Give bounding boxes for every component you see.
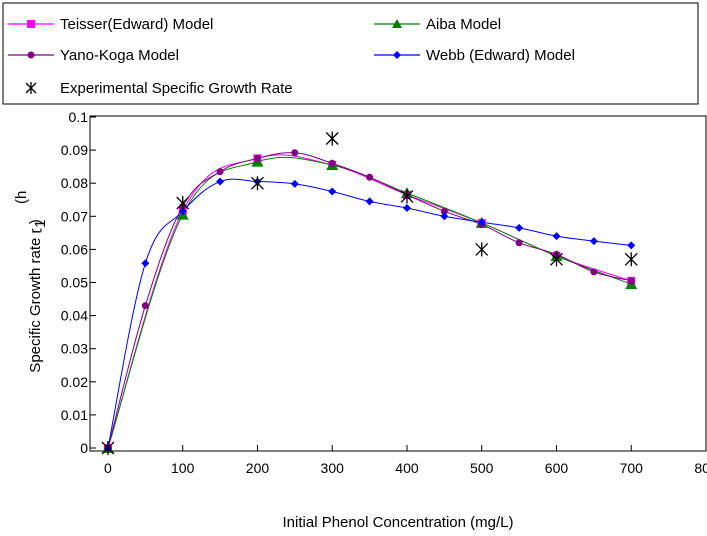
y-axis-title-unit-fragment: (h [13,191,30,204]
axes: 0 0.01 0.02 0.03 0.04 0.05 0.06 0.07 0.08 0.09 0.1… [61,109,707,476]
y-tick-label: 0.09 [61,142,88,158]
data-point [176,196,190,211]
data-point [290,179,299,188]
x-tick-label: 500 [470,460,494,476]
y-tick-label: 0.1 [69,109,89,125]
y-tick-label: 0.03 [61,341,88,357]
data-point [101,441,115,455]
series-line-2 [107,152,632,449]
legend-marker [392,19,402,28]
series-layer [107,152,632,449]
x-tick-label: 400 [395,460,419,476]
y-axis-title: Specific Growth rate r ) [27,219,44,372]
x-tick-label: 600 [545,460,569,476]
data-point [590,268,598,276]
legend-entry: Experimental Specific Growth Rate [25,80,293,97]
x-axis-title: Initial Phenol Concentration (mg/L) [283,514,514,531]
y-axis-title-group: Specific Growth rate r ) (h -1 [13,191,49,373]
series-line-1 [107,156,632,449]
y-tick-label: 0.02 [61,374,88,390]
legend-entry: Webb (Edward) Model [374,47,575,64]
y-axis-title-exponent-fragment: -1 [32,220,49,233]
data-point [366,173,374,181]
data-point [402,204,411,213]
legend-entry: Teisser(Edward) Model [8,16,213,33]
data-point [365,197,374,206]
legend-label: Teisser(Edward) Model [60,16,213,33]
data-point [141,259,150,268]
data-point [552,232,561,241]
y-tick-label: 0 [80,440,88,456]
y-tick-label: 0.01 [61,407,88,423]
data-point [216,177,225,186]
legend-marker [27,20,35,28]
legend-box [2,2,699,105]
legend-label: Experimental Specific Growth Rate [60,80,293,97]
data-point [440,207,448,215]
legend-entry: Yano-Koga Model [8,47,179,64]
x-tick-label: 700 [620,460,644,476]
data-point [253,154,261,162]
data-point [624,252,638,267]
y-tick-label: 0.08 [61,175,88,191]
legend-label: Aiba Model [426,16,501,33]
data-point [141,302,149,310]
data-point [515,239,523,247]
data-point [325,131,339,146]
legend-entry: Aiba Model [374,16,501,33]
legend: Teisser(Edward) Model Aiba Model Yano-Koga… [2,2,699,105]
y-tick-label: 0.06 [61,241,88,257]
data-point [475,242,489,257]
data-point [550,252,563,267]
y-tick-label: 0.04 [61,308,88,324]
x-tick-label: 200 [246,460,270,476]
data-point [515,223,524,232]
data-point [251,176,264,191]
data-point [328,159,336,167]
data-point [328,187,337,196]
y-tick-label: 0.07 [61,208,88,224]
data-point [216,168,224,176]
legend-marker [25,82,37,94]
marker-layer [101,131,638,455]
legend-marker [393,51,401,59]
data-point [400,189,414,204]
x-tick-label: 800 [694,460,707,476]
data-point [627,241,636,250]
legend-label: Yano-Koga Model [60,47,179,64]
plot-area-frame [89,115,707,452]
data-point [589,237,598,246]
legend-marker [27,51,35,59]
data-point [291,149,299,157]
x-tick-label: 300 [321,460,345,476]
x-tick-label: 0 [104,460,112,476]
x-tick-label: 100 [171,460,195,476]
y-tick-label: 0.05 [61,275,88,291]
data-point [477,218,486,227]
legend-label: Webb (Edward) Model [426,47,575,64]
data-point [178,207,187,216]
data-point [440,212,449,221]
series-line-3 [107,178,632,449]
data-point [627,277,635,285]
